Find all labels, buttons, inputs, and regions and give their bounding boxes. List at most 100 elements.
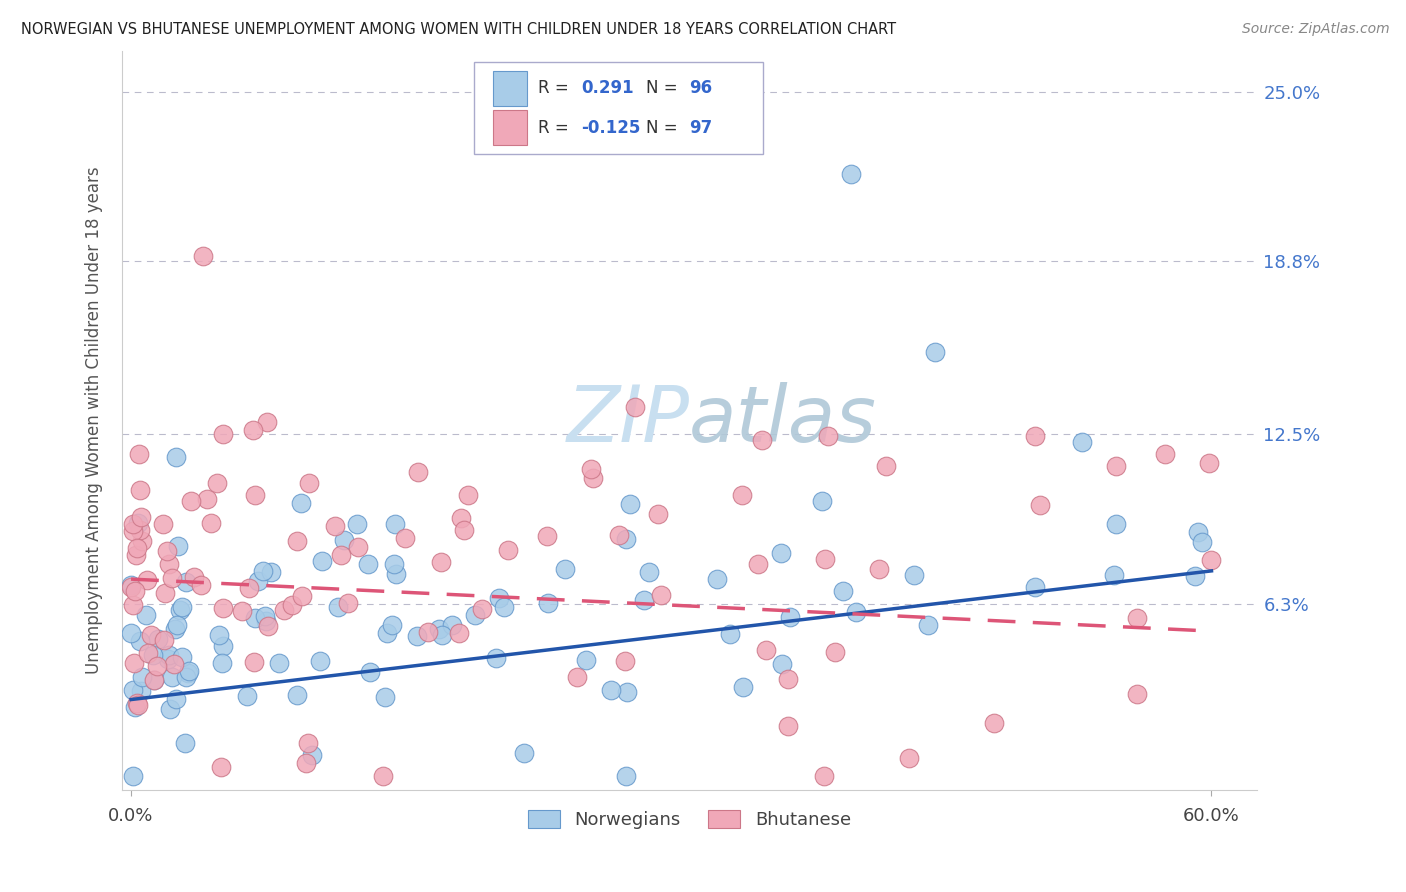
Point <box>614 533 637 547</box>
Point <box>152 517 174 532</box>
Point <box>359 665 381 680</box>
Point <box>1024 429 1046 443</box>
Point <box>243 488 266 502</box>
Point <box>131 509 153 524</box>
Point <box>155 586 177 600</box>
Point <box>200 516 222 530</box>
Point <box>121 682 143 697</box>
Point <box>129 683 152 698</box>
Point <box>453 523 475 537</box>
Point <box>1105 516 1128 531</box>
Point <box>1184 569 1206 583</box>
Point <box>127 698 149 712</box>
Point <box>811 493 834 508</box>
Point <box>394 531 416 545</box>
Point <box>718 627 741 641</box>
Point <box>536 529 558 543</box>
Point <box>176 575 198 590</box>
Point <box>122 769 145 783</box>
Point <box>326 599 349 614</box>
Point <box>121 598 143 612</box>
Point <box>180 494 202 508</box>
Text: R =: R = <box>538 79 575 97</box>
Point <box>298 476 321 491</box>
Point <box>824 645 846 659</box>
Point <box>297 736 319 750</box>
Point <box>301 747 323 762</box>
Point <box>624 400 647 414</box>
Point <box>129 634 152 648</box>
Point <box>346 517 368 532</box>
Point <box>1154 447 1177 461</box>
Point <box>243 655 266 669</box>
Point <box>832 583 855 598</box>
Point <box>170 650 193 665</box>
Text: atlas: atlas <box>689 383 877 458</box>
Point <box>1191 535 1213 549</box>
Point <box>405 629 427 643</box>
Point <box>163 657 186 671</box>
Point <box>211 657 233 671</box>
Text: Source: ZipAtlas.com: Source: ZipAtlas.com <box>1241 22 1389 37</box>
Point <box>120 577 142 591</box>
Point <box>135 573 157 587</box>
Point <box>565 670 588 684</box>
Point <box>554 562 576 576</box>
Point <box>208 628 231 642</box>
Point <box>464 607 486 622</box>
Point <box>273 603 295 617</box>
Point <box>357 558 380 572</box>
Point <box>160 670 183 684</box>
Point <box>122 656 145 670</box>
Point <box>430 555 453 569</box>
Point <box>128 447 150 461</box>
Point <box>121 524 143 539</box>
Point <box>498 542 520 557</box>
Point <box>650 588 672 602</box>
Point <box>143 673 166 687</box>
Point <box>440 618 463 632</box>
Text: R =: R = <box>538 119 575 136</box>
Point <box>457 488 479 502</box>
Point <box>416 624 439 639</box>
Point <box>267 657 290 671</box>
Point <box>637 565 659 579</box>
Text: -0.125: -0.125 <box>582 119 641 136</box>
Point <box>311 554 333 568</box>
Point <box>898 750 921 764</box>
Point <box>513 746 536 760</box>
Point <box>127 516 149 530</box>
Point <box>120 580 142 594</box>
Point <box>170 600 193 615</box>
Point <box>159 702 181 716</box>
Point <box>143 673 166 687</box>
Point <box>755 643 778 657</box>
Point <box>177 664 200 678</box>
Point <box>166 539 188 553</box>
Point <box>450 511 472 525</box>
Point <box>120 626 142 640</box>
Point <box>814 552 837 566</box>
Point <box>138 646 160 660</box>
Point <box>427 622 450 636</box>
Point <box>432 628 454 642</box>
Point <box>776 719 799 733</box>
Point <box>163 622 186 636</box>
Point <box>308 654 330 668</box>
Text: 97: 97 <box>689 119 713 136</box>
Point <box>166 618 188 632</box>
Point <box>375 625 398 640</box>
Point <box>471 601 494 615</box>
Point <box>253 608 276 623</box>
Point <box>614 654 637 668</box>
Point <box>256 415 278 429</box>
Text: 96: 96 <box>689 79 713 97</box>
Point <box>169 603 191 617</box>
Point <box>1126 687 1149 701</box>
Point <box>494 599 516 614</box>
Point <box>449 626 471 640</box>
Point <box>209 759 232 773</box>
Point <box>1201 552 1223 566</box>
Point <box>128 483 150 497</box>
FancyBboxPatch shape <box>474 62 763 154</box>
